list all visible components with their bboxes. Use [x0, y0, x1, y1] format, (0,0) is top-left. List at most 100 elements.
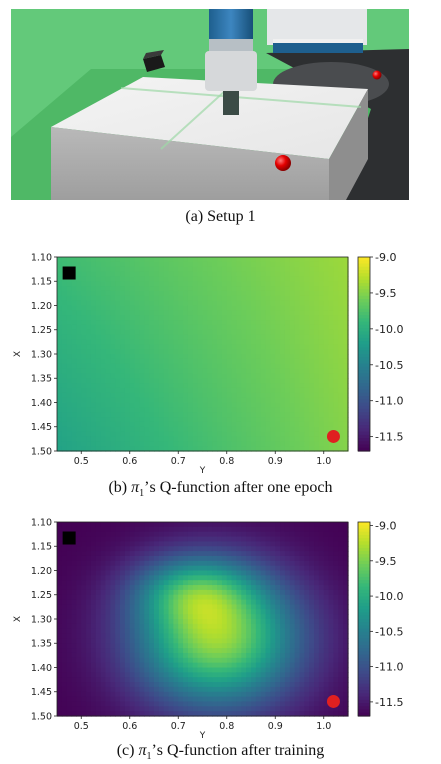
heatmap-cell	[129, 691, 136, 698]
heatmap-cell	[110, 652, 116, 659]
heatmap-cell	[57, 691, 63, 698]
heatmap-cell	[163, 619, 170, 625]
heatmap-cell	[192, 261, 199, 268]
heatmap-cell	[57, 551, 63, 557]
heatmap-cell	[217, 682, 223, 688]
heatmap-cell	[275, 594, 281, 601]
heatmap-cell	[343, 701, 349, 707]
heatmap-cell	[124, 560, 131, 567]
heatmap-cell	[71, 383, 77, 389]
heatmap-cell	[275, 257, 281, 263]
heatmap-cell	[304, 585, 310, 591]
heatmap-cell	[241, 623, 247, 630]
heatmap-cell	[251, 536, 257, 542]
heatmap-cell	[124, 286, 131, 292]
heatmap-cell	[90, 266, 97, 273]
heatmap-cell	[217, 373, 223, 379]
heatmap-cell	[90, 257, 97, 263]
heatmap-cell	[110, 344, 116, 350]
heatmap-cell	[163, 638, 170, 644]
heatmap-cell	[110, 551, 116, 557]
heatmap-cell	[90, 441, 97, 447]
heatmap-cell	[260, 585, 267, 591]
heatmap-cell	[124, 711, 131, 717]
heatmap-cell	[173, 431, 179, 438]
heatmap-cell	[221, 643, 228, 649]
heatmap-cell	[105, 300, 111, 307]
heatmap-cell	[154, 585, 160, 591]
heatmap-cell	[110, 696, 116, 703]
heatmap-cell	[280, 672, 286, 678]
heatmap-cell	[304, 686, 310, 693]
heatmap-cell	[149, 541, 155, 547]
y-axis-label: X	[13, 351, 23, 357]
heatmap-cell	[178, 392, 184, 399]
heatmap-cell	[187, 560, 194, 567]
heatmap-cell	[110, 701, 116, 707]
heatmap-cell	[86, 614, 92, 620]
heatmap-cell	[105, 363, 111, 370]
heatmap-cell	[280, 320, 286, 326]
heatmap-cell	[86, 305, 92, 311]
heatmap-cell	[134, 426, 141, 433]
heatmap-cell	[61, 643, 68, 649]
heatmap-cell	[86, 652, 92, 659]
heatmap-cell	[241, 565, 247, 572]
heatmap-cell	[280, 643, 286, 649]
heatmap-cell	[328, 378, 335, 384]
heatmap-cell	[280, 585, 286, 591]
heatmap-cell	[260, 315, 267, 321]
heatmap-cell	[275, 536, 281, 542]
heatmap-cell	[86, 344, 92, 350]
heatmap-cell	[134, 536, 141, 542]
heatmap-cell	[241, 570, 247, 576]
heatmap-cell	[275, 407, 281, 413]
heatmap-cell	[284, 402, 291, 408]
heatmap-cell	[304, 546, 310, 552]
heatmap-cell	[202, 281, 208, 287]
heatmap-cell	[115, 397, 121, 404]
heatmap-cell	[309, 305, 315, 311]
heatmap-cell	[260, 426, 267, 433]
heatmap-cell	[314, 300, 320, 307]
heatmap-cell	[57, 358, 63, 365]
heatmap-cell	[265, 397, 271, 404]
heatmap-cell	[71, 290, 77, 297]
heatmap-cell	[318, 652, 325, 659]
heatmap-cell	[139, 686, 145, 693]
heatmap-cell	[241, 652, 247, 659]
heatmap-cell	[226, 276, 233, 282]
heatmap-cell	[314, 599, 320, 606]
heatmap-cell	[139, 329, 145, 336]
heatmap-cell	[76, 560, 82, 567]
heatmap-cell	[76, 585, 82, 591]
heatmap-cell	[76, 652, 82, 659]
heatmap-cell	[284, 560, 291, 567]
heatmap-cell	[246, 349, 252, 355]
heatmap-cell	[178, 686, 184, 693]
heatmap-cell	[318, 397, 325, 404]
heatmap-cell	[284, 441, 291, 447]
heatmap-cell	[260, 421, 267, 428]
heatmap-cell	[95, 290, 102, 297]
heatmap-cell	[338, 599, 344, 606]
heatmap-cell	[318, 585, 325, 591]
heatmap-cell	[124, 599, 131, 606]
heatmap-cell	[275, 696, 281, 703]
heatmap-cell	[323, 310, 330, 316]
heatmap-cell	[284, 648, 291, 654]
heatmap-cell	[173, 281, 179, 287]
heatmap-cell	[275, 623, 281, 630]
heatmap-cell	[265, 368, 271, 374]
heatmap-cell	[217, 407, 223, 413]
heatmap-cell	[275, 368, 281, 374]
heatmap-cell	[100, 426, 107, 433]
heatmap-cell	[163, 648, 170, 654]
heatmap-cell	[343, 305, 349, 311]
heatmap-cell	[86, 619, 92, 625]
heatmap-cell	[139, 623, 145, 630]
heatmap-cell	[115, 560, 121, 567]
heatmap-cell	[343, 436, 349, 442]
heatmap-cell	[294, 706, 301, 712]
heatmap-cell	[251, 652, 257, 659]
